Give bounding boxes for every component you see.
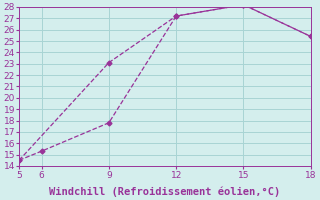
X-axis label: Windchill (Refroidissement éolien,°C): Windchill (Refroidissement éolien,°C) [49,186,281,197]
